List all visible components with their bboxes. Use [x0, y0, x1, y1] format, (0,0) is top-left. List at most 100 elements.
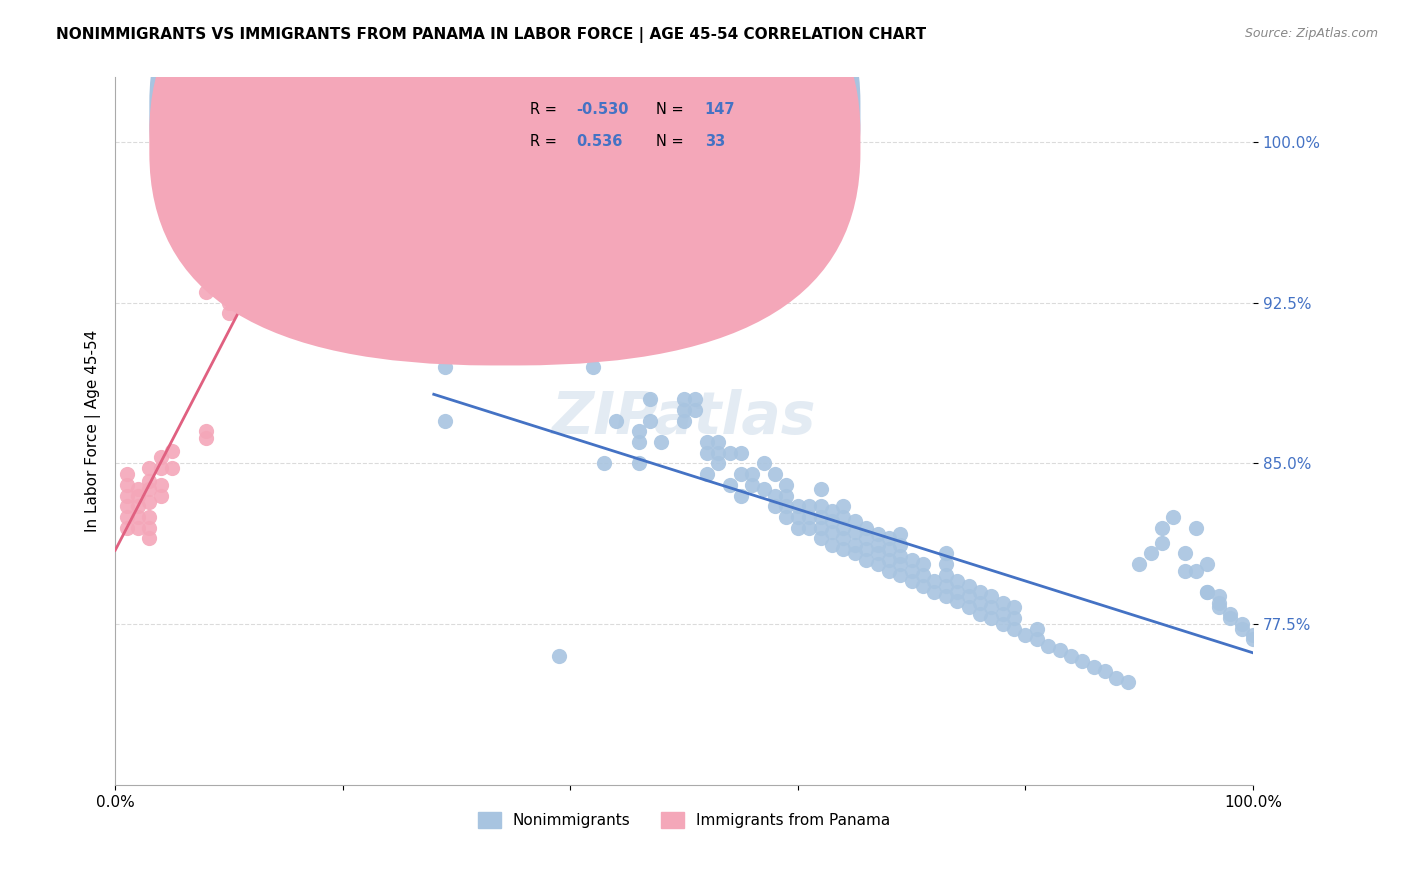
Point — [855, 542, 877, 557]
Point — [149, 489, 172, 503]
Point — [844, 547, 866, 561]
Point — [195, 431, 218, 445]
Text: -0.530: -0.530 — [576, 103, 628, 118]
Text: N =: N = — [655, 134, 688, 149]
Point — [115, 500, 138, 514]
Point — [980, 590, 1002, 604]
Point — [1139, 547, 1161, 561]
Point — [1174, 564, 1197, 578]
Point — [855, 553, 877, 567]
Point — [832, 532, 855, 546]
Point — [866, 538, 889, 552]
Point — [1083, 660, 1105, 674]
Point — [696, 435, 718, 450]
Point — [946, 585, 969, 599]
Point — [775, 510, 797, 524]
Point — [138, 460, 160, 475]
Point — [730, 489, 752, 503]
Point — [195, 285, 218, 299]
Point — [821, 514, 844, 528]
Point — [799, 510, 821, 524]
Point — [1060, 649, 1083, 664]
Point — [889, 527, 911, 541]
Point — [889, 549, 911, 563]
Point — [980, 600, 1002, 615]
Point — [115, 489, 138, 503]
Point — [685, 392, 707, 406]
Point — [115, 467, 138, 482]
Point — [707, 446, 730, 460]
Point — [1185, 521, 1208, 535]
Point — [844, 514, 866, 528]
Point — [946, 574, 969, 589]
Text: 33: 33 — [704, 134, 725, 149]
Point — [741, 478, 763, 492]
Point — [786, 521, 808, 535]
Point — [969, 607, 991, 621]
Point — [1230, 617, 1253, 632]
Point — [889, 538, 911, 552]
Point — [980, 611, 1002, 625]
Point — [127, 510, 149, 524]
FancyBboxPatch shape — [149, 0, 860, 335]
Point — [1241, 632, 1264, 647]
Point — [115, 521, 138, 535]
Point — [855, 532, 877, 546]
Point — [832, 500, 855, 514]
Point — [696, 467, 718, 482]
Point — [1002, 622, 1025, 636]
Point — [821, 538, 844, 552]
Point — [1219, 607, 1241, 621]
Point — [160, 443, 183, 458]
Point — [707, 435, 730, 450]
Point — [1025, 632, 1047, 647]
Point — [957, 590, 980, 604]
Point — [285, 124, 308, 138]
Point — [752, 457, 775, 471]
Text: N =: N = — [655, 103, 688, 118]
Point — [866, 558, 889, 572]
Text: 0.536: 0.536 — [576, 134, 623, 149]
FancyBboxPatch shape — [149, 0, 860, 366]
Point — [911, 568, 934, 582]
Point — [138, 532, 160, 546]
Point — [593, 457, 616, 471]
Point — [752, 482, 775, 496]
Point — [969, 596, 991, 610]
Point — [582, 359, 605, 374]
Point — [877, 542, 900, 557]
Point — [605, 413, 627, 427]
Point — [1150, 535, 1173, 549]
Point — [991, 607, 1014, 621]
Point — [832, 521, 855, 535]
FancyBboxPatch shape — [468, 85, 832, 169]
Point — [1002, 600, 1025, 615]
Point — [548, 649, 571, 664]
Point — [935, 590, 957, 604]
Point — [127, 500, 149, 514]
Point — [832, 510, 855, 524]
Point — [638, 413, 661, 427]
Point — [138, 482, 160, 496]
Point — [1014, 628, 1036, 642]
Point — [900, 553, 922, 567]
Point — [844, 524, 866, 539]
Point — [1219, 611, 1241, 625]
Point — [707, 457, 730, 471]
Point — [763, 467, 786, 482]
Point — [877, 553, 900, 567]
Point — [844, 538, 866, 552]
Point — [149, 460, 172, 475]
Point — [149, 450, 172, 464]
Point — [786, 510, 808, 524]
Text: NONIMMIGRANTS VS IMMIGRANTS FROM PANAMA IN LABOR FORCE | AGE 45-54 CORRELATION C: NONIMMIGRANTS VS IMMIGRANTS FROM PANAMA … — [56, 27, 927, 43]
Point — [1197, 585, 1219, 599]
Point — [1197, 585, 1219, 599]
Point — [1163, 510, 1185, 524]
Text: 147: 147 — [704, 103, 735, 118]
Point — [991, 596, 1014, 610]
Point — [866, 527, 889, 541]
Point — [1208, 590, 1230, 604]
Point — [877, 532, 900, 546]
Point — [127, 482, 149, 496]
